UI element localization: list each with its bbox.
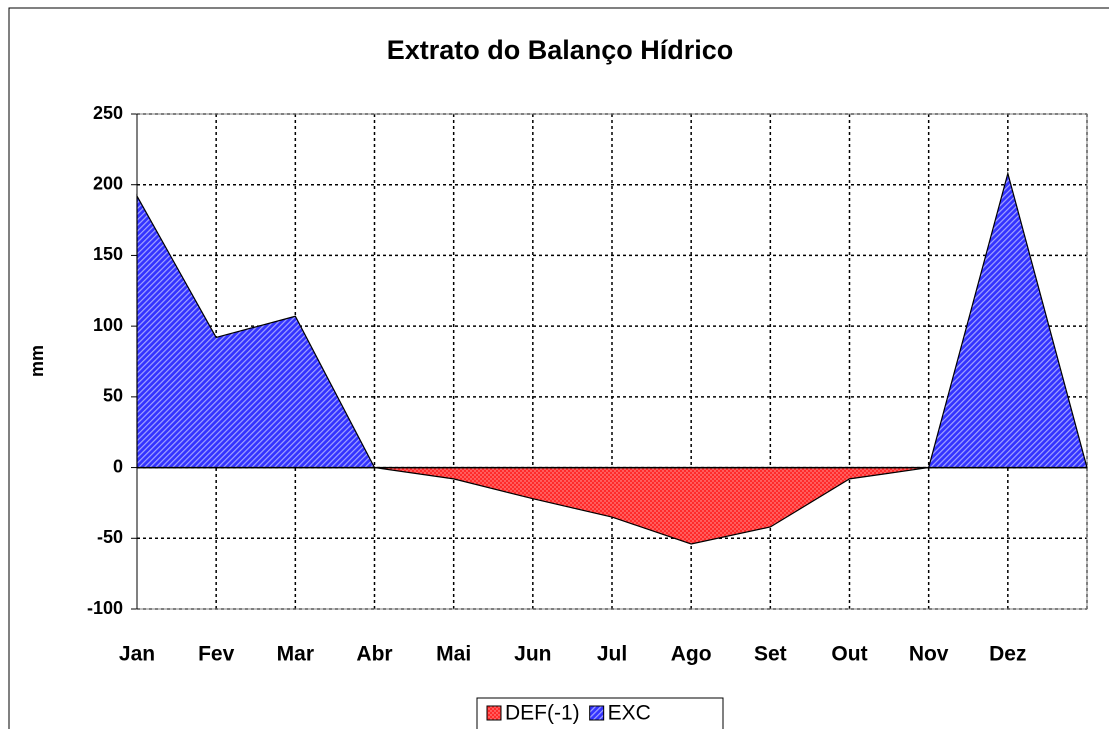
chart-title: Extrato do Balanço Hídrico [387, 35, 734, 65]
y-tick-label: 50 [103, 386, 123, 406]
x-tick-label: Set [754, 643, 787, 666]
legend-label: DEF(-1) [505, 702, 580, 725]
legend: DEF(-1) EXC [476, 697, 724, 729]
y-tick-label: 150 [93, 244, 123, 264]
y-tick-label: -50 [97, 527, 123, 547]
chart-frame [8, 7, 1109, 729]
x-tick-label: Nov [909, 643, 949, 666]
area [137, 466, 1087, 545]
y-tick-label: -100 [87, 598, 123, 618]
legend-label: EXC [608, 702, 651, 725]
legend-swatch [589, 705, 605, 721]
y-tick-label: 100 [93, 315, 123, 335]
x-tick-label: Dez [989, 643, 1026, 666]
x-tick-label: Ago [671, 643, 712, 666]
x-tick-label: Jun [514, 643, 551, 666]
x-tick-label: Mai [436, 643, 471, 666]
y-tick-label: 0 [113, 456, 123, 476]
y-tick-label: 200 [93, 173, 123, 193]
x-tick-label: Jan [119, 643, 155, 666]
x-tick-label: Fev [198, 643, 235, 666]
legend-swatch [486, 705, 502, 721]
x-tick-label: Mar [277, 643, 314, 666]
x-tick-label: Out [831, 643, 867, 666]
y-axis-label: mm [27, 345, 47, 377]
x-tick-label: Jul [597, 643, 627, 666]
y-tick-label: 250 [93, 103, 123, 123]
x-tick-label: Abr [356, 643, 392, 666]
